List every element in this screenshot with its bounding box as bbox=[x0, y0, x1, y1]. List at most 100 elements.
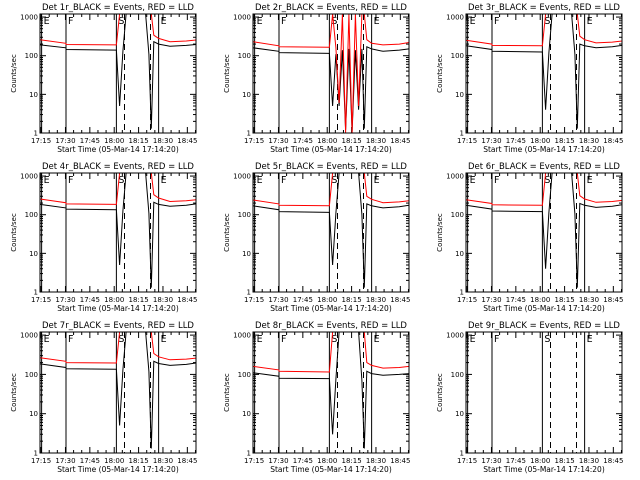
y-tick-label: 10 bbox=[242, 91, 251, 99]
axes-frame bbox=[252, 331, 410, 454]
series-events bbox=[253, 332, 409, 449]
x-tick-label: 17:15 bbox=[31, 137, 51, 145]
x-tick-label: 18:45 bbox=[603, 137, 623, 145]
x-axis-label: Start Time (05-Mar-14 17:14:20) bbox=[270, 465, 392, 474]
series-lld bbox=[466, 173, 622, 206]
series-events bbox=[40, 173, 196, 288]
y-axis-label: Counts/sec bbox=[10, 213, 18, 252]
series-lld bbox=[253, 332, 409, 373]
event-marker-label: S bbox=[118, 175, 124, 186]
event-marker-label: E bbox=[257, 16, 263, 27]
series-events bbox=[466, 14, 622, 129]
y-tick-label: 100 bbox=[451, 211, 464, 219]
x-tick-label: 18:15 bbox=[554, 457, 574, 465]
event-marker-label: E bbox=[470, 16, 476, 27]
series-lld bbox=[40, 173, 196, 205]
y-tick-label: 1000 bbox=[20, 332, 38, 340]
x-tick-label: 17:15 bbox=[244, 457, 264, 465]
event-marker-label: E bbox=[587, 16, 593, 27]
x-tick-label: 18:00 bbox=[317, 296, 337, 304]
series-events bbox=[466, 173, 622, 288]
y-tick-label: 1000 bbox=[20, 173, 38, 181]
y-tick-label: 100 bbox=[25, 211, 38, 219]
axes-frame bbox=[39, 172, 197, 293]
panel-det-1r: 1 10 100 1000 17:15 17:30 17:45 18:00 18:15 18:30… bbox=[10, 3, 197, 154]
axes-frame bbox=[465, 172, 623, 293]
event-marker-label: E bbox=[257, 175, 263, 186]
x-tick-label: 18:00 bbox=[530, 137, 550, 145]
event-marker-label: E bbox=[44, 16, 50, 27]
panel-title: Det 9r_BLACK = Events, RED = LLD bbox=[468, 321, 620, 331]
y-tick-label: 100 bbox=[451, 52, 464, 60]
x-tick-label: 18:30 bbox=[579, 137, 599, 145]
panel-det-2r: 1 10 100 1000 17:15 17:30 17:45 18:00 18:15 18:30… bbox=[223, 3, 410, 154]
x-tick-label: 17:30 bbox=[55, 457, 75, 465]
y-tick-label: 1 bbox=[460, 130, 464, 138]
x-axis-label: Start Time (05-Mar-14 17:14:20) bbox=[483, 465, 605, 474]
x-tick-label: 18:00 bbox=[104, 457, 124, 465]
y-tick-label: 1 bbox=[247, 450, 251, 458]
x-tick-label: 18:15 bbox=[341, 296, 361, 304]
x-tick-label: 18:00 bbox=[317, 137, 337, 145]
y-tick-label: 100 bbox=[451, 371, 464, 379]
y-axis-label: Counts/sec bbox=[436, 54, 444, 93]
panel-det-5r: 1 10 100 1000 17:15 17:30 17:45 18:00 18:15 18:30… bbox=[223, 162, 410, 313]
event-marker-label: S bbox=[118, 334, 124, 345]
x-tick-label: 17:45 bbox=[293, 137, 313, 145]
y-tick-label: 10 bbox=[29, 91, 38, 99]
y-tick-label: 1000 bbox=[446, 332, 464, 340]
x-tick-label: 17:45 bbox=[80, 457, 100, 465]
event-marker-label: E bbox=[470, 175, 476, 186]
x-tick-label: 18:15 bbox=[128, 457, 148, 465]
event-marker-label: E bbox=[44, 175, 50, 186]
x-tick-label: 18:00 bbox=[104, 296, 124, 304]
series-events bbox=[253, 173, 409, 288]
x-tick-label: 18:15 bbox=[341, 137, 361, 145]
x-tick-label: 18:00 bbox=[530, 296, 550, 304]
event-marker-label: S bbox=[544, 175, 550, 186]
x-tick-label: 18:15 bbox=[554, 296, 574, 304]
panel-det-6r: 1 10 100 1000 17:15 17:30 17:45 18:00 18:15 18:30… bbox=[436, 162, 623, 313]
event-marker-label: F bbox=[494, 334, 499, 345]
y-tick-label: 1 bbox=[34, 450, 38, 458]
event-marker-label: E bbox=[587, 334, 593, 345]
y-tick-label: 10 bbox=[242, 250, 251, 258]
panel-det-4r: 1 10 100 1000 17:15 17:30 17:45 18:00 18:15 18:30… bbox=[10, 162, 197, 313]
y-tick-label: 10 bbox=[455, 91, 464, 99]
y-axis-label: Counts/sec bbox=[223, 54, 231, 93]
axes-frame bbox=[39, 13, 197, 134]
x-axis-label: Start Time (05-Mar-14 17:14:20) bbox=[270, 304, 392, 313]
y-tick-label: 100 bbox=[25, 371, 38, 379]
event-marker-label: F bbox=[281, 334, 286, 345]
event-marker-label: E bbox=[257, 334, 263, 345]
y-axis-label: Counts/sec bbox=[10, 54, 18, 93]
y-tick-label: 10 bbox=[455, 410, 464, 418]
series-lld bbox=[40, 14, 196, 46]
event-marker-label: S bbox=[544, 16, 550, 27]
x-tick-label: 18:00 bbox=[104, 137, 124, 145]
panel-det-7r: 1 10 100 1000 17:15 17:30 17:45 18:00 18:15 18:30… bbox=[10, 321, 197, 474]
x-axis-label: Start Time (05-Mar-14 17:14:20) bbox=[270, 145, 392, 154]
x-tick-label: 17:15 bbox=[31, 457, 51, 465]
x-tick-label: 17:15 bbox=[244, 137, 264, 145]
x-tick-label: 17:30 bbox=[55, 137, 75, 145]
axes-frame bbox=[39, 331, 197, 454]
x-tick-label: 18:45 bbox=[603, 296, 623, 304]
event-marker-label: E bbox=[161, 16, 167, 27]
y-axis-label: Counts/sec bbox=[436, 373, 444, 412]
x-tick-label: 18:30 bbox=[153, 296, 173, 304]
y-tick-label: 1000 bbox=[446, 14, 464, 22]
y-tick-label: 100 bbox=[238, 371, 251, 379]
event-marker-label: F bbox=[281, 16, 286, 27]
y-axis-label: Counts/sec bbox=[10, 373, 18, 412]
axes-frame bbox=[465, 13, 623, 134]
x-tick-label: 17:30 bbox=[481, 296, 501, 304]
x-tick-label: 17:15 bbox=[31, 296, 51, 304]
x-tick-label: 18:30 bbox=[153, 137, 173, 145]
event-marker-label: S bbox=[331, 334, 337, 345]
axes-frame bbox=[252, 172, 410, 293]
y-tick-label: 100 bbox=[238, 211, 251, 219]
x-tick-label: 18:45 bbox=[177, 457, 197, 465]
